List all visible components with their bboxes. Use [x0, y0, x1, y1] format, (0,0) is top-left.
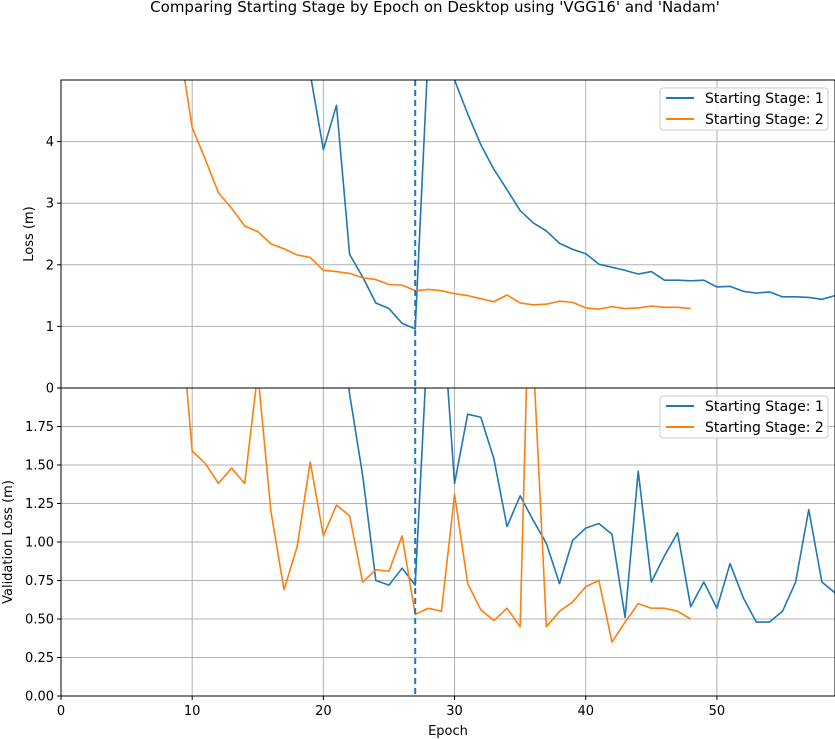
validation-y-tick-label: 0.00	[25, 690, 54, 705]
x-tick-label: 0	[57, 704, 65, 719]
validation-y-tick-label: 1.50	[25, 459, 54, 474]
loss-legend: Starting Stage: 1 Starting Stage: 2	[659, 87, 829, 131]
loss-series-line-2	[184, 80, 691, 310]
loss-plot-area	[61, 80, 835, 388]
x-tick-label: 40	[577, 704, 594, 719]
loss-lines	[184, 80, 835, 330]
loss-panel: 0 1 2 3 4 Loss (m) Starting Stage: 1 Startin…	[22, 79, 835, 397]
validation-y-ticks: 0.00 0.25 0.50 0.75 1.00 1.25 1.50 1.75	[25, 420, 61, 705]
loss-y-tick-label: 1	[46, 320, 54, 335]
loss-series-line-1	[310, 80, 835, 330]
validation-axes-frame	[60, 387, 835, 697]
loss-y-axis-label: Loss (m)	[22, 206, 37, 261]
loss-y-tick-label: 4	[46, 135, 54, 150]
validation-series-line-2	[186, 388, 692, 643]
figure-title: Comparing Starting Stage by Epoch on Des…	[150, 0, 720, 16]
loss-y-tick-label: 2	[46, 258, 54, 273]
validation-legend: Starting Stage: 1 Starting Stage: 2	[659, 395, 829, 439]
x-ticks: 0 10 20 30 40 50	[57, 696, 725, 719]
x-tick-label: 10	[184, 704, 201, 719]
loss-y-ticks: 0 1 2 3 4	[46, 135, 61, 397]
validation-y-tick-label: 1.00	[25, 536, 54, 551]
validation-y-tick-label: 0.50	[25, 613, 54, 628]
validation-y-axis-label: Validation Loss (m)	[1, 480, 16, 604]
validation-y-tick-label: 0.25	[25, 651, 54, 666]
x-axis-label: Epoch	[428, 724, 468, 739]
loss-legend-label-series2: Starting Stage: 2	[705, 112, 824, 128]
x-tick-label: 30	[446, 704, 463, 719]
validation-y-tick-label: 1.75	[25, 420, 54, 435]
loss-legend-box	[659, 87, 829, 131]
validation-grid	[61, 388, 835, 696]
validation-legend-box	[659, 395, 829, 439]
loss-y-tick-label: 0	[46, 382, 54, 397]
validation-y-tick-label: 1.25	[25, 497, 54, 512]
validation-y-tick-label: 0.75	[25, 574, 54, 589]
validation-legend-label-series2: Starting Stage: 2	[705, 420, 824, 436]
x-tick-label: 20	[315, 704, 332, 719]
validation-series-line-1	[348, 388, 835, 623]
loss-grid	[61, 80, 835, 388]
loss-y-tick-label: 3	[46, 197, 54, 212]
validation-loss-panel: 0.00 0.25 0.50 0.75 1.00 1.25 1.50 1.75 0 10 20 30…	[1, 387, 835, 739]
validation-legend-label-series1: Starting Stage: 1	[705, 399, 824, 415]
validation-lines	[186, 388, 835, 643]
loss-legend-label-series1: Starting Stage: 1	[705, 91, 824, 107]
x-tick-label: 50	[709, 704, 726, 719]
